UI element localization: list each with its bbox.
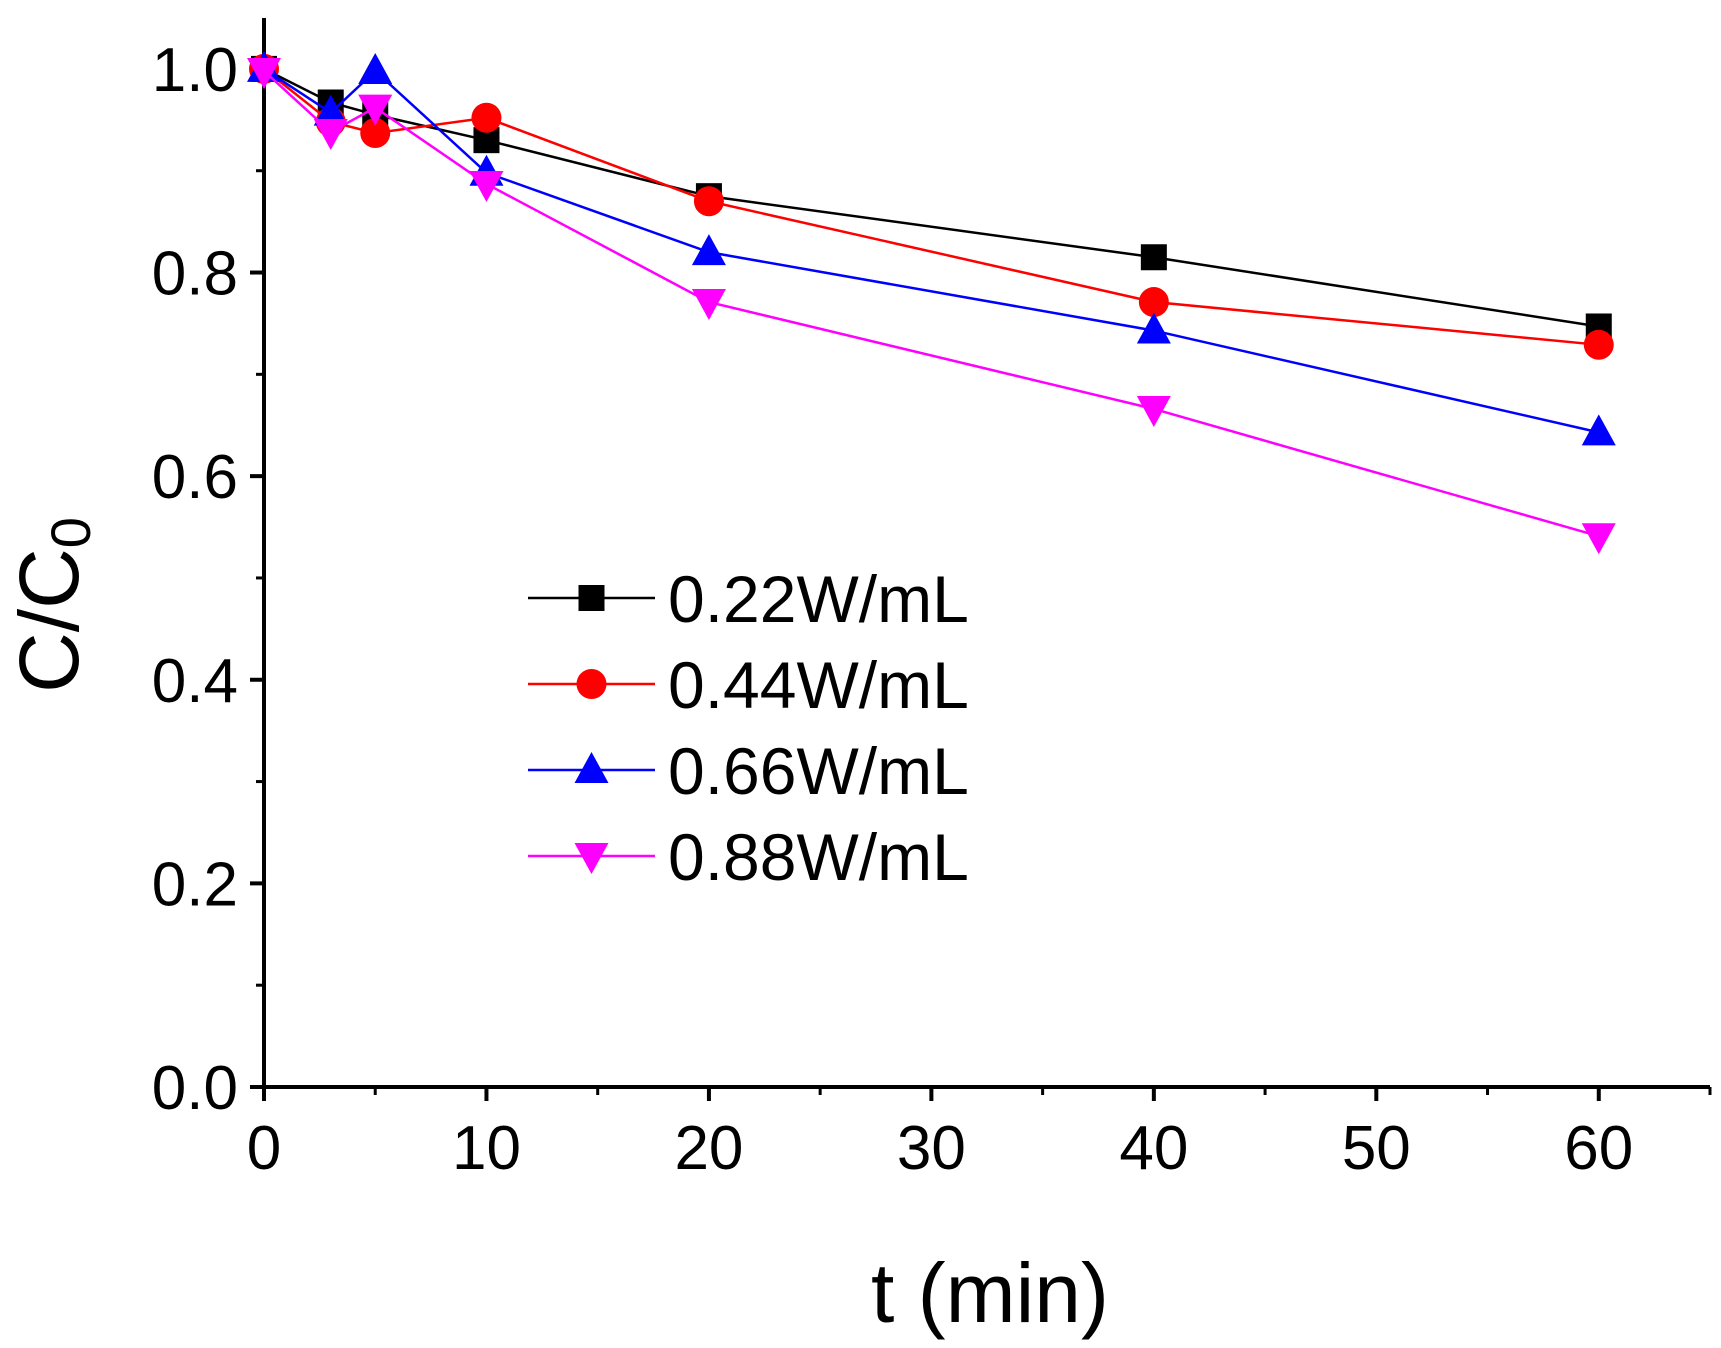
x-axis-title: t (min) [871,1246,1109,1340]
series-layer [247,50,1616,555]
y-tick-label: 0.4 [152,647,238,716]
x-tick-label: 40 [1119,1114,1188,1183]
legend-item: 0.44W/mL [528,648,969,722]
data-point [1138,287,1169,318]
data-point [1140,244,1167,271]
y-tick-label: 0.6 [152,443,238,512]
data-point [358,52,393,84]
legend-item: 0.88W/mL [528,820,969,894]
y-tick-label: 0.2 [152,850,238,919]
x-tick-label: 30 [897,1114,966,1183]
data-point [313,119,348,151]
x-tick-label: 0 [247,1114,281,1183]
legend-item: 0.66W/mL [528,734,969,808]
legend-marker [574,752,609,783]
data-point [247,57,281,89]
series-line [263,67,1599,347]
data-point [691,234,726,266]
legend-item: 0.22W/mL [528,562,969,636]
data-point [471,102,502,133]
legend-label: 0.44W/mL [668,648,969,722]
data-point [358,94,393,126]
legend-marker [578,585,605,611]
y-axis-title: C/C0 [2,517,102,693]
x-tick-label: 10 [452,1114,521,1183]
axes: 0 10 20 30 40 50 60 0.0 0.2 0.4 0.6 0.8 1.0 [152,18,1712,1183]
x-tick-label: 60 [1564,1114,1633,1183]
series-line [263,70,1600,538]
data-point [691,289,726,321]
y-axis-title-subscript: 0 [39,517,102,548]
data-point [1581,523,1616,555]
data-point [469,170,504,202]
y-axis-title-main: C/C [2,548,96,693]
series-line [263,67,1599,328]
y-tick-label: 0.0 [152,1054,238,1123]
data-point [1136,395,1171,427]
series-0.44W/mL [249,53,1614,360]
series-0.88W/mL [247,57,1616,555]
legend-label: 0.66W/mL [668,734,969,808]
data-point [693,186,724,217]
svg-text:C/C0: C/C0 [2,517,102,693]
data-point [313,94,348,126]
data-point [1581,414,1616,446]
series-0.22W/mL [251,55,1612,340]
data-point [360,118,391,149]
y-tick-label: 0.8 [152,240,238,309]
legend: 0.22W/mL 0.44W/mL 0.66W/mL 0.88W/mL [528,562,969,894]
x-tick-label: 20 [674,1114,743,1183]
legend-label: 0.88W/mL [668,820,969,894]
legend-marker [576,669,607,699]
data-point [1136,312,1171,344]
y-tick-label: 1.0 [152,36,238,105]
x-tick-label: 50 [1342,1114,1411,1183]
legend-label: 0.22W/mL [668,562,969,636]
data-point [1583,329,1614,360]
series-0.66W/mL [247,50,1616,446]
legend-marker [574,843,609,874]
